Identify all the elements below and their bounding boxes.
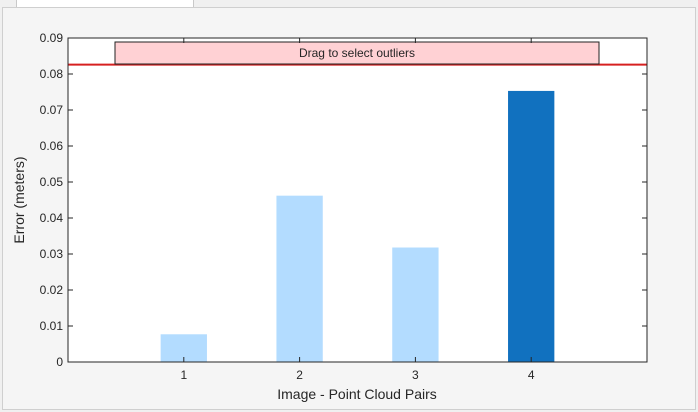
y-tick-label: 0.07	[40, 103, 64, 117]
plot-area	[68, 38, 647, 362]
y-tick-label: 0.08	[40, 67, 64, 81]
y-tick-label: 0.06	[40, 139, 64, 153]
y-tick-label: 0.03	[40, 247, 64, 261]
bar-2[interactable]	[276, 195, 323, 362]
y-tick-label: 0.02	[40, 283, 64, 297]
y-tick-label: 0	[56, 355, 63, 369]
axes-box	[67, 37, 648, 363]
drag-select-banner-box[interactable]	[114, 41, 600, 65]
x-axis-label: Image - Point Cloud Pairs	[277, 386, 437, 402]
bar-3[interactable]	[392, 247, 439, 362]
y-tick-label: 0.05	[40, 175, 64, 189]
y-axis-label: Error (meters)	[11, 156, 27, 243]
x-tick-label: 2	[296, 368, 303, 382]
x-tick-label: 3	[412, 368, 419, 382]
y-tick-label: 0.01	[40, 319, 64, 333]
x-tick-label: 1	[180, 368, 187, 382]
tab-strip	[0, 0, 698, 8]
bar-4[interactable]	[508, 90, 555, 363]
y-tick-label: 0.09	[40, 31, 64, 45]
bars-group	[160, 90, 555, 363]
y-axis: 0 0.01 0.02 0.03 0.04 0.05 0.06 0.07 0.08 0.09	[40, 31, 647, 369]
drag-select-banner[interactable]: Drag to select outliers	[114, 41, 600, 65]
x-tick-label: 4	[528, 368, 535, 382]
y-tick-label: 0.04	[40, 211, 64, 225]
active-tab[interactable]	[16, 0, 194, 8]
drag-select-banner-label: Drag to select outliers	[299, 46, 415, 60]
x-axis: 1 2 3 4	[180, 38, 535, 382]
